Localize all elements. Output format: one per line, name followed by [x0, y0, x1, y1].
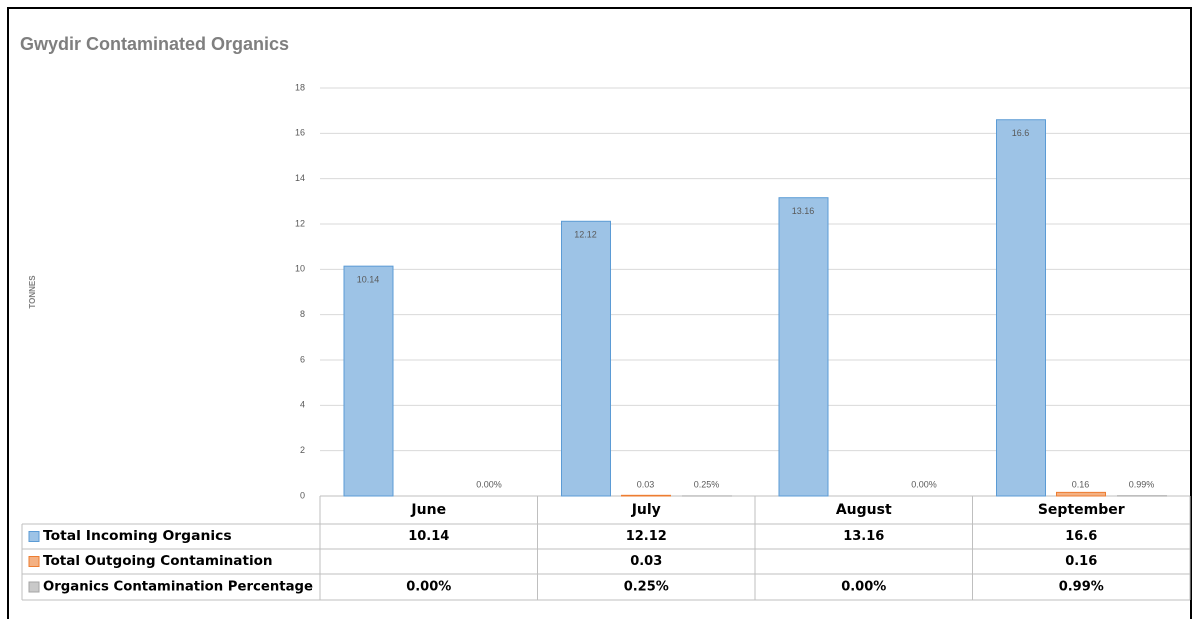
- bar: [1057, 492, 1106, 496]
- data-label: 12.12: [574, 230, 597, 240]
- table-cell: 0.99%: [1059, 580, 1104, 595]
- data-label: 16.6: [1012, 128, 1030, 138]
- legend-key: [29, 532, 39, 542]
- table-cell: 0.16: [1065, 554, 1097, 569]
- bar: [344, 266, 393, 496]
- bar: [779, 198, 828, 496]
- legend-label: Total Outgoing Contamination: [43, 554, 273, 569]
- data-label: 0.16: [1072, 479, 1090, 489]
- table-cell: 13.16: [843, 529, 884, 544]
- y-tick-label: 2: [300, 445, 305, 455]
- y-axis-label: TONNES: [28, 275, 37, 309]
- x-tick-label: July: [631, 502, 661, 518]
- table-cell: 16.6: [1065, 529, 1097, 544]
- data-label: 0.00%: [911, 479, 937, 489]
- data-label: 0.25%: [694, 479, 720, 489]
- table-cell: 12.12: [626, 529, 667, 544]
- y-tick-label: 6: [300, 354, 305, 364]
- bar: [997, 120, 1046, 496]
- y-tick-label: 0: [300, 490, 305, 500]
- y-tick-label: 14: [295, 173, 305, 183]
- legend-key: [29, 582, 39, 592]
- bar: [562, 221, 611, 496]
- data-label: 13.16: [792, 206, 815, 216]
- x-tick-label: September: [1038, 502, 1125, 518]
- chart-title: Gwydir Contaminated Organics: [20, 34, 289, 54]
- x-tick-label: August: [836, 502, 892, 518]
- y-tick-label: 12: [295, 218, 305, 228]
- x-tick-label: June: [410, 502, 446, 518]
- legend-key: [29, 557, 39, 567]
- legend-label: Total Incoming Organics: [43, 529, 232, 544]
- y-tick-label: 8: [300, 309, 305, 319]
- data-label: 0.03: [637, 479, 655, 489]
- table-cell: 10.14: [408, 529, 449, 544]
- y-tick-label: 18: [295, 82, 305, 92]
- table-cell: 0.00%: [406, 580, 451, 595]
- table-cell: 0.00%: [841, 580, 886, 595]
- y-tick-label: 4: [300, 400, 305, 410]
- bar: [622, 495, 671, 496]
- legend-label: Organics Contamination Percentage: [43, 580, 313, 595]
- data-label: 0.99%: [1129, 479, 1155, 489]
- table-cell: 0.03: [630, 554, 662, 569]
- data-label: 10.14: [357, 275, 380, 285]
- y-tick-label: 10: [295, 264, 305, 274]
- table-cell: 0.25%: [624, 580, 669, 595]
- data-label: 0.00%: [476, 479, 502, 489]
- y-tick-label: 16: [295, 128, 305, 138]
